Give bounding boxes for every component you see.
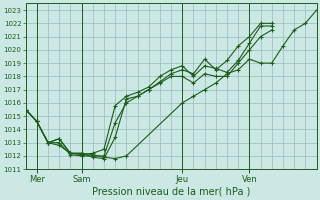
X-axis label: Pression niveau de la mer( hPa ): Pression niveau de la mer( hPa )	[92, 187, 250, 197]
